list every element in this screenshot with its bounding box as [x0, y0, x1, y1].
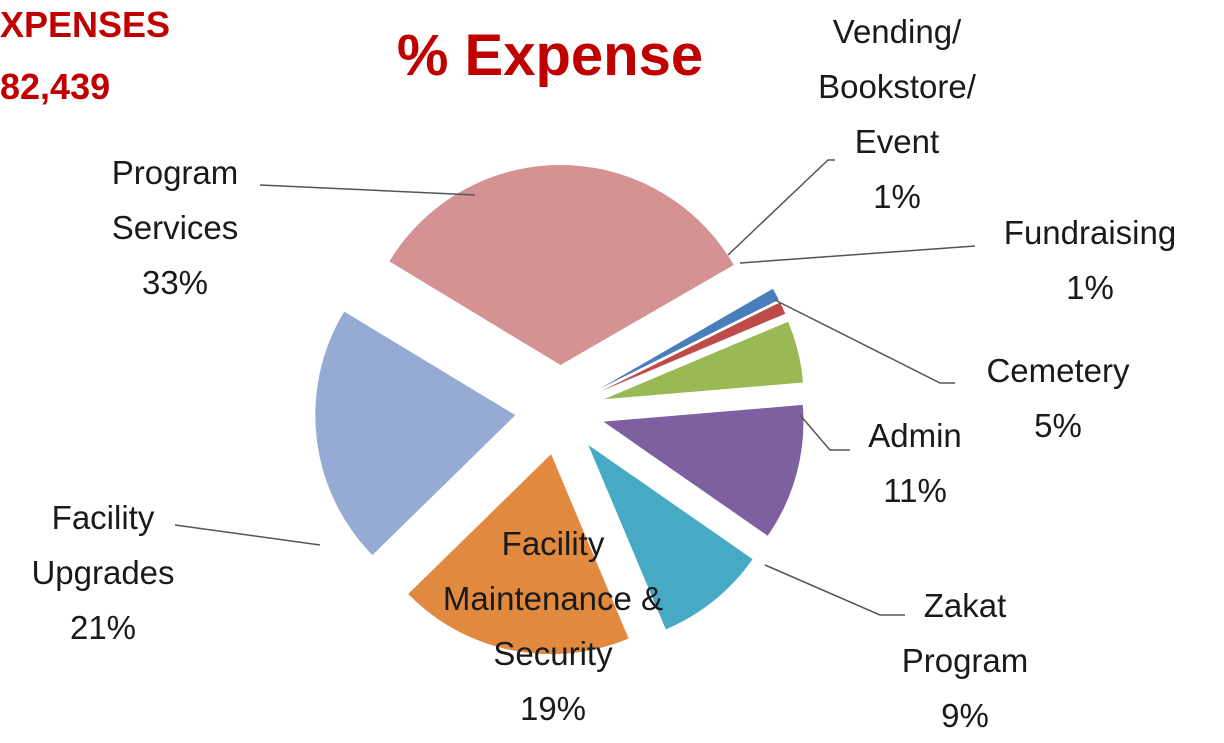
value-label: 1%	[873, 178, 921, 215]
pie-slice	[599, 288, 779, 389]
leader-line	[739, 245, 976, 264]
data-label: Cemetery 5%	[948, 343, 1168, 453]
data-label: Zakat Program 9%	[865, 578, 1065, 743]
pie-slice	[603, 404, 804, 536]
pie-slice	[315, 311, 516, 556]
value-label: 1%	[1066, 269, 1114, 306]
category-label: Fundraising	[1003, 214, 1177, 251]
value-label: 33%	[141, 264, 209, 301]
category-label: Facility Upgrades	[31, 499, 175, 591]
value-label: 21%	[69, 609, 137, 646]
category-label: Admin	[868, 417, 962, 454]
pie-slice	[600, 302, 786, 392]
pie-slice	[603, 321, 803, 400]
leader-line	[259, 184, 476, 196]
pie-slice	[408, 454, 629, 655]
leader-line	[174, 524, 321, 546]
value-label: 19%	[519, 690, 587, 727]
pie-slice	[389, 165, 734, 366]
category-label: Program Services	[111, 154, 239, 246]
category-label: Vending/ Bookstore/ Event	[818, 13, 976, 160]
data-label: Fundraising 1%	[960, 205, 1220, 315]
data-label: Facility Upgrades 21%	[3, 490, 203, 655]
category-label: Zakat Program	[901, 587, 1029, 679]
category-label: Cemetery	[986, 352, 1130, 389]
value-label: 5%	[1034, 407, 1082, 444]
chart-title: % Expense	[396, 23, 704, 88]
data-label: Facility Maintenance & Security 19%	[408, 516, 698, 736]
annotation: 82,439	[0, 66, 111, 107]
leader-line	[727, 159, 835, 256]
annotation: XPENSES	[0, 4, 171, 45]
data-label: Program Services 33%	[75, 145, 275, 310]
category-label: Facility Maintenance & Security	[442, 525, 664, 672]
leader-line	[764, 564, 905, 616]
leader-line	[774, 299, 955, 384]
pie-slice	[588, 444, 753, 630]
data-label: Vending/ Bookstore/ Event 1%	[777, 4, 1017, 224]
value-label: 11%	[883, 472, 947, 509]
leader-line	[799, 414, 850, 451]
data-label: Admin 11%	[835, 408, 995, 518]
value-label: 9%	[941, 697, 989, 734]
